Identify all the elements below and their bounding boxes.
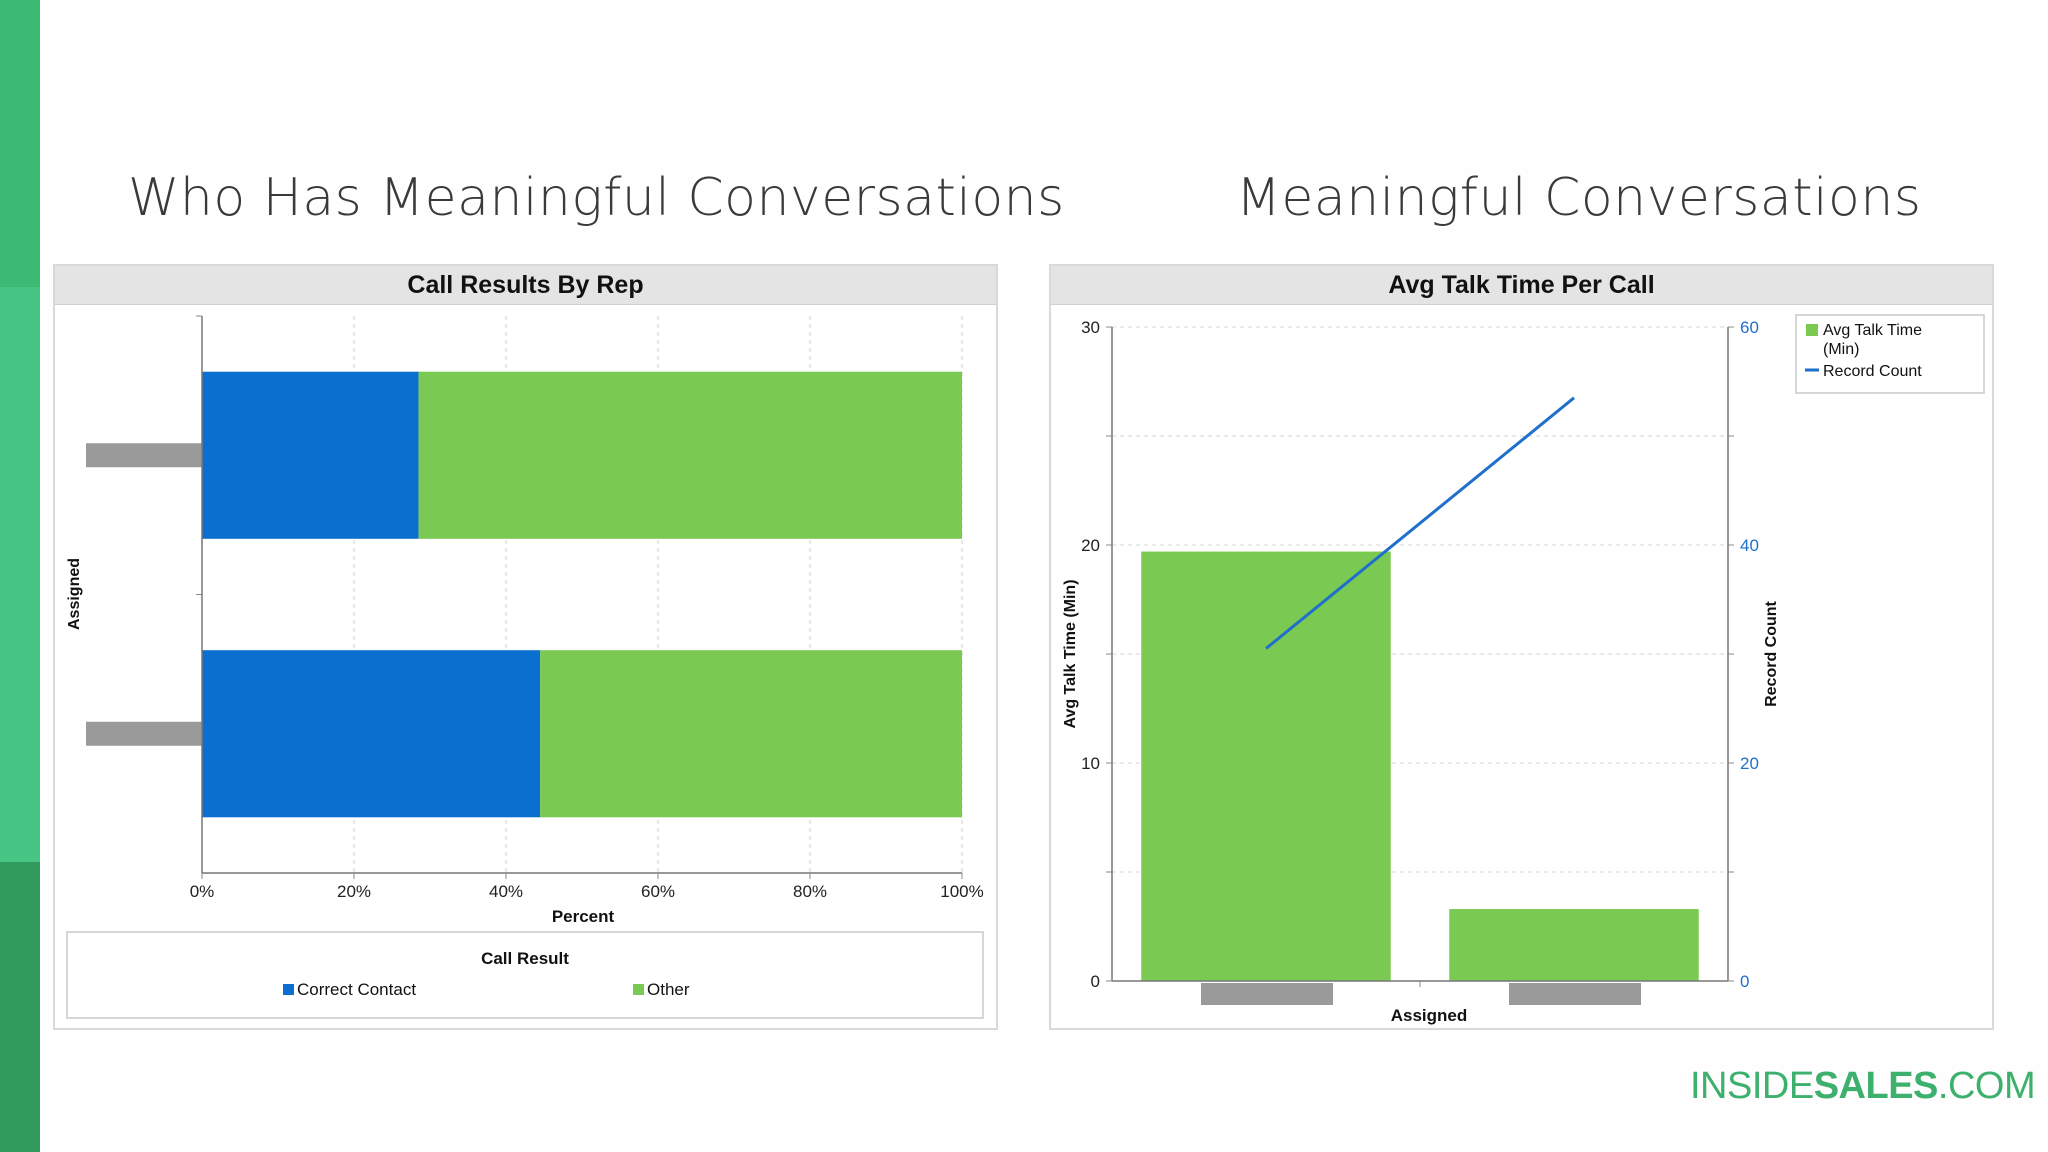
y-axis-title-right: Record Count [1763, 600, 1780, 706]
strip-segment-top [0, 0, 40, 287]
y-tick-label: 10 [1081, 754, 1100, 773]
strip-segment-middle [0, 287, 40, 862]
insidesales-logo: INSIDESALES.COM [1690, 1065, 2036, 1108]
legend-label: Correct Contact [297, 980, 416, 999]
x-tick-label: 80% [793, 882, 827, 901]
y-tick-label: 20 [1081, 536, 1100, 555]
call-results-chart: 0% 20% 40% 60% 80% 100% Percent Assigned Call Re… [66, 315, 984, 1019]
legend-title: Call Result [481, 949, 569, 968]
legend-label-line2: (Min) [1823, 341, 1859, 358]
strip-segment-bottom [0, 862, 40, 1152]
talk-time-chart-title: Avg Talk Time Per Call [1051, 266, 1992, 305]
x-tick-label: 20% [337, 882, 371, 901]
y-right-tick-label: 20 [1740, 754, 1759, 773]
bar-avg-talk-time [1449, 909, 1699, 981]
legend-label: Other [647, 980, 690, 999]
category-label-redacted [86, 721, 202, 746]
legend-box [66, 931, 984, 1019]
legend-label: Record Count [1823, 363, 1922, 380]
legend-swatch-bar [1806, 324, 1818, 336]
x-axis-title: Assigned [1391, 1006, 1468, 1025]
y-right-tick-label: 60 [1740, 318, 1759, 337]
bar-other [540, 650, 962, 818]
side-accent-strip [0, 0, 40, 1152]
x-tick-label: 0% [190, 882, 215, 901]
y-right-tick-label: 40 [1740, 536, 1759, 555]
category-label-redacted [1509, 983, 1641, 1005]
category-label-redacted [1201, 983, 1333, 1005]
legend-swatch [283, 984, 294, 995]
y-tick-label: 30 [1081, 318, 1100, 337]
legend-label-line1: Avg Talk Time [1823, 322, 1922, 339]
brand-part-com: .COM [1937, 1065, 2036, 1107]
x-tick-label: 40% [489, 882, 523, 901]
left-slide-title: Who Has Meaningful Conversations [128, 168, 1065, 228]
bar-other [418, 371, 963, 539]
y-tick-label: 0 [1091, 972, 1100, 991]
brand-part-inside: INSIDE [1690, 1065, 1814, 1107]
legend-box [1795, 314, 1985, 394]
call-results-chart-panel: Call Results By Rep 0% 20% 40% 60% 80% 100% Pe… [53, 264, 998, 1030]
right-slide-title: Meaningful Conversations [1236, 168, 1922, 228]
x-tick-label: 60% [641, 882, 675, 901]
talk-time-chart: 0 10 20 30 0 20 40 60 Assigned Avg Talk Time (Min… [1062, 314, 1985, 1025]
talk-time-chart-panel: Avg Talk Time Per Call 0 10 20 30 0 20 40 60 Ass… [1049, 264, 1994, 1030]
call-results-chart-title: Call Results By Rep [55, 266, 996, 305]
category-label-redacted [86, 443, 202, 468]
bar-correct-contact [202, 650, 541, 818]
brand-part-sales: SALES [1813, 1065, 1939, 1107]
legend-swatch [633, 984, 644, 995]
y-right-tick-label: 0 [1740, 972, 1749, 991]
bar-avg-talk-time [1141, 551, 1391, 981]
line-record-count [1265, 396, 1575, 650]
x-axis-title: Percent [552, 907, 615, 926]
y-axis-title: Assigned [66, 558, 83, 630]
bar-correct-contact [202, 371, 419, 539]
y-axis-title-left: Avg Talk Time (Min) [1062, 579, 1079, 728]
x-tick-label: 100% [940, 882, 983, 901]
